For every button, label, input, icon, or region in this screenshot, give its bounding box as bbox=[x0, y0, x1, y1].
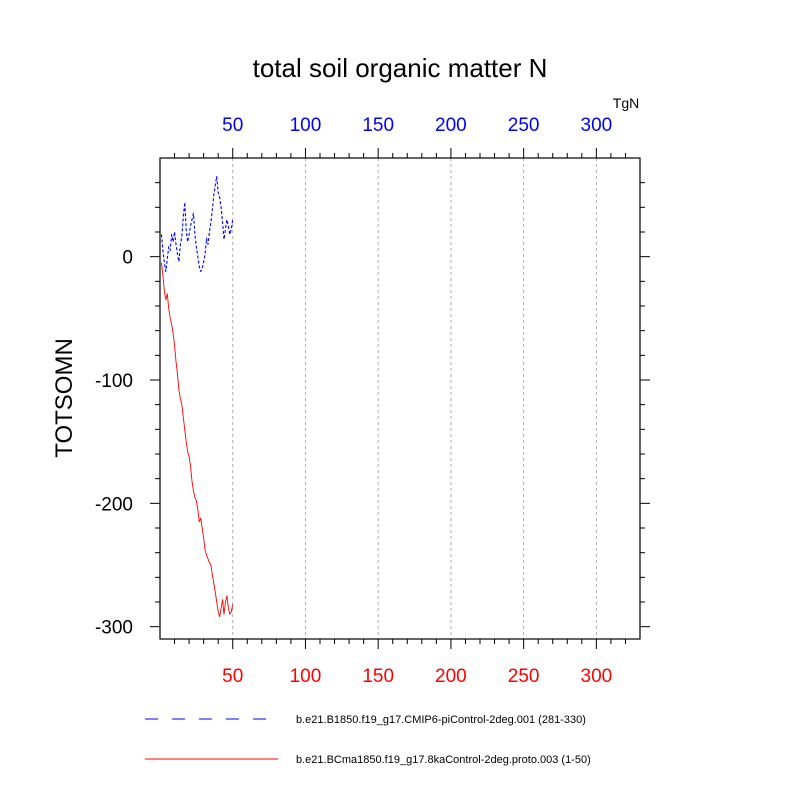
y-axis-label: TOTSOMN bbox=[51, 338, 78, 458]
chart-title: total soil organic matter N bbox=[253, 53, 548, 83]
x-tick-label-bottom-5: 300 bbox=[581, 666, 613, 687]
x-tick-label-top-5: 300 bbox=[581, 115, 613, 136]
x-tick-label-bottom-3: 200 bbox=[435, 666, 467, 687]
x-tick-label-top-4: 250 bbox=[508, 115, 540, 136]
x-tick-label-top-1: 100 bbox=[290, 115, 322, 136]
legend-label-1: b.e21.BCma1850.f19_g17.8kaControl-2deg.p… bbox=[296, 754, 591, 766]
legend: b.e21.B1850.f19_g17.CMIP6-piControl-2deg… bbox=[145, 714, 591, 766]
y-tick-label-2: -200 bbox=[95, 494, 133, 515]
x-tick-label-bottom-2: 150 bbox=[362, 666, 394, 687]
x-tick-label-top-3: 200 bbox=[435, 115, 467, 136]
units-label: TgN bbox=[613, 95, 639, 111]
axis-tick-labels: 50 100 150 200 250 300 50 100 150 200 250 300 0 -100 -… bbox=[95, 115, 612, 687]
x-tick-label-top-0: 50 bbox=[222, 115, 243, 136]
series-line-0 bbox=[160, 175, 234, 273]
y-tick-label-1: -100 bbox=[95, 371, 133, 392]
axis-ticks bbox=[150, 148, 650, 649]
y-tick-label-0: 0 bbox=[122, 248, 133, 269]
series-layer bbox=[160, 175, 234, 618]
series-line-1 bbox=[161, 262, 234, 618]
plot-frame bbox=[159, 157, 641, 640]
x-tick-label-bottom-4: 250 bbox=[508, 666, 540, 687]
y-tick-label-3: -300 bbox=[95, 618, 133, 639]
x-tick-label-top-2: 150 bbox=[362, 115, 394, 136]
x-tick-label-bottom-0: 50 bbox=[222, 666, 243, 687]
x-tick-label-bottom-1: 100 bbox=[290, 666, 322, 687]
grid-lines bbox=[232, 158, 597, 639]
legend-label-0: b.e21.B1850.f19_g17.CMIP6-piControl-2deg… bbox=[296, 714, 586, 726]
